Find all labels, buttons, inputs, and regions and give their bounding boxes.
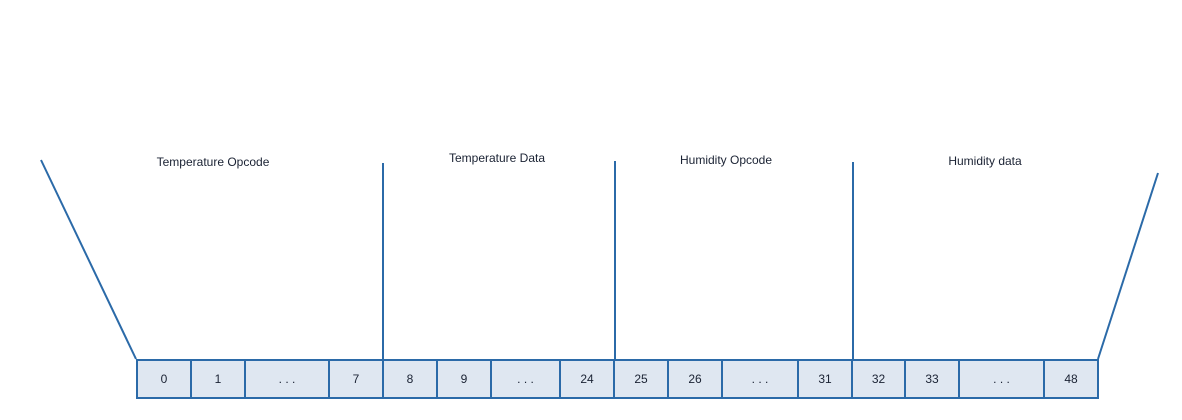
- bit-cell-9: 9: [436, 359, 492, 399]
- bit-cell-8: 8: [382, 359, 438, 399]
- bit-cell-48: 48: [1043, 359, 1099, 399]
- section-label-temperature-data: Temperature Data: [448, 151, 546, 165]
- bit-cell-24: 24: [559, 359, 615, 399]
- bit-cell-32: 32: [851, 359, 906, 399]
- bit-cell-33: 33: [904, 359, 960, 399]
- bit-row: 0 1 . . . 7 8 9 . . . 24 25 26 . . . 31 …: [136, 359, 1099, 399]
- bit-cell-26: 26: [667, 359, 723, 399]
- bit-cell-7: 7: [328, 359, 384, 399]
- section-label-temperature-opcode: Temperature Opcode: [156, 155, 270, 169]
- bit-cell-0: 0: [136, 359, 192, 399]
- left-funnel-line: [40, 159, 137, 360]
- bit-cell-ellipsis: . . .: [958, 359, 1045, 399]
- bit-cell-ellipsis: . . .: [490, 359, 561, 399]
- bit-cell-25: 25: [613, 359, 669, 399]
- section-label-humidity-data: Humidity data: [948, 154, 1022, 168]
- bit-cell-ellipsis: . . .: [721, 359, 799, 399]
- bit-cell-ellipsis: . . .: [244, 359, 330, 399]
- bit-cell-31: 31: [797, 359, 853, 399]
- right-funnel-line: [1097, 172, 1159, 360]
- section-label-humidity-opcode: Humidity Opcode: [679, 153, 773, 167]
- bit-cell-1: 1: [190, 359, 246, 399]
